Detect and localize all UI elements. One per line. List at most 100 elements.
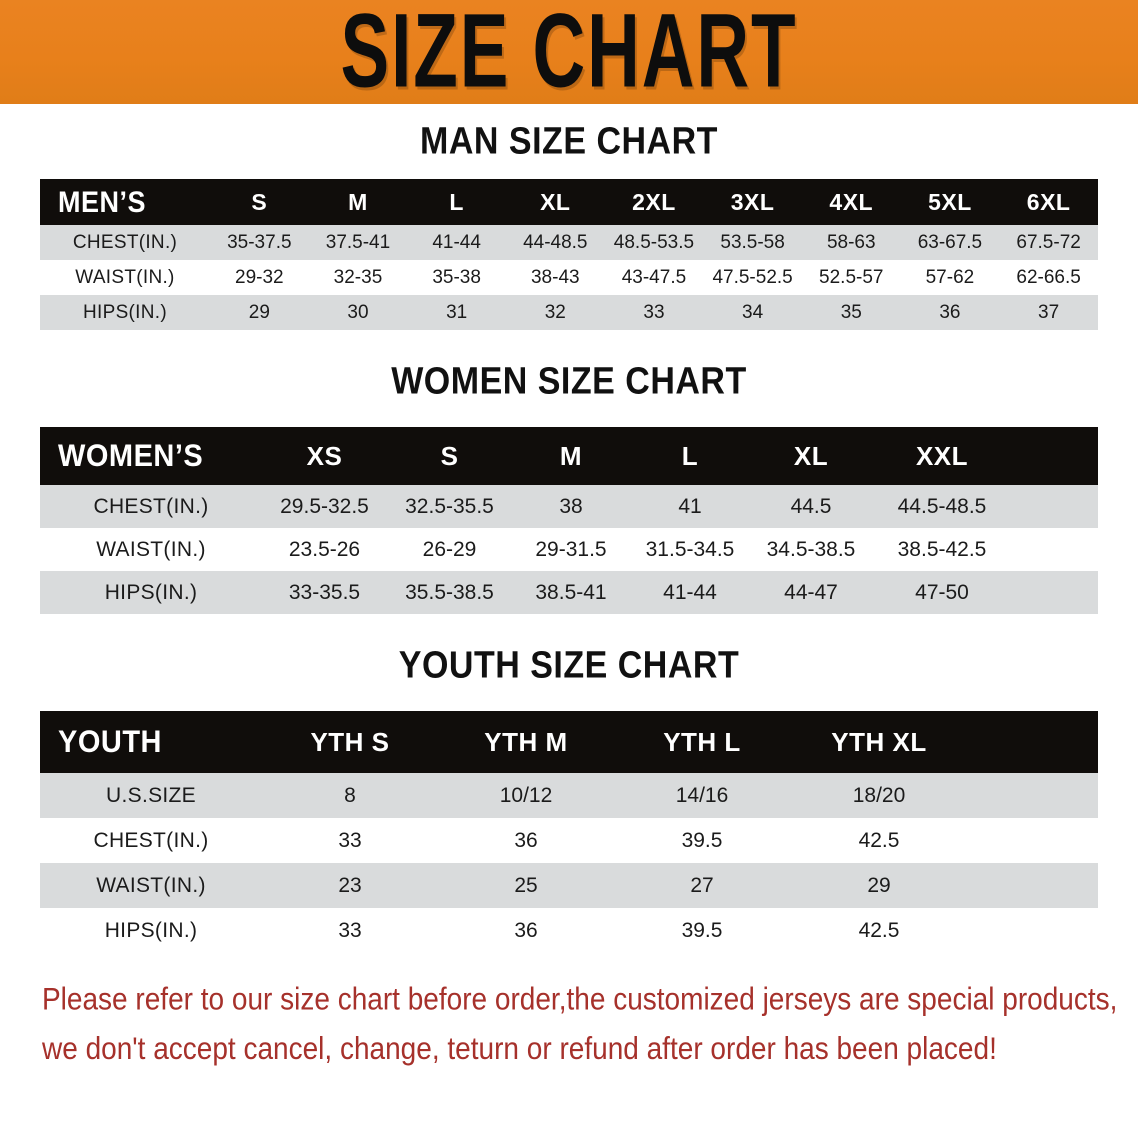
table-cell: 39.5 (681, 828, 723, 852)
table-cell: 10/12 (499, 783, 553, 807)
table-cell: 57-62 (925, 266, 975, 288)
women-chart-block: WOMEN’S XS S M L XL XXL CHEST(IN.) 29.5-… (0, 427, 1138, 614)
youth-row-label-waist: WAIST(IN.) (96, 873, 206, 897)
youth-col-s: YTH S (310, 726, 390, 757)
men-row-label-waist: WAIST(IN.) (75, 266, 175, 288)
women-size-table: WOMEN’S XS S M L XL XXL CHEST(IN.) 29.5-… (40, 427, 1098, 614)
table-cell: 44-47 (784, 580, 838, 604)
men-col-3xl: 3XL (730, 188, 775, 215)
table-row: U.S.SIZE 8 10/12 14/16 18/20 (40, 773, 1098, 818)
women-col-spacer (1012, 427, 1098, 485)
table-cell: 53.5-58 (720, 231, 785, 253)
women-table-body: CHEST(IN.) 29.5-32.5 32.5-35.5 38 41 44.… (40, 485, 1098, 614)
youth-col-l: YTH L (663, 726, 741, 757)
table-cell: 47-50 (915, 580, 969, 604)
table-cell: 33-35.5 (288, 580, 361, 604)
table-cell-spacer (1012, 571, 1098, 614)
table-cell: 25 (514, 873, 538, 897)
table-cell-spacer (968, 908, 1098, 953)
table-cell: 44-48.5 (523, 231, 588, 253)
table-cell: 43-47.5 (621, 266, 687, 288)
disclaimer-line-2: we don't accept cancel, change, teturn o… (42, 1031, 997, 1066)
youth-col-m: YTH M (484, 726, 568, 757)
table-cell: 39.5 (681, 918, 723, 942)
table-cell: 58-63 (826, 231, 876, 253)
men-chart-block: MEN’S S M L XL 2XL 3XL 4XL 5XL 6XL CHEST… (0, 179, 1138, 330)
spacer (0, 953, 1138, 975)
table-cell: 44.5 (790, 494, 832, 518)
youth-section-heading: YOUTH SIZE CHART (398, 643, 740, 687)
table-row: HIPS(IN.) 33 36 39.5 42.5 (40, 908, 1098, 953)
table-cell: 26-29 (422, 537, 477, 561)
table-cell: 62-66.5 (1016, 266, 1081, 288)
table-cell: 23.5-26 (288, 537, 361, 561)
women-header-row: WOMEN’S XS S M L XL XXL (40, 427, 1098, 485)
youth-row-label-chest: CHEST(IN.) (93, 828, 209, 852)
table-cell: 44.5-48.5 (897, 494, 987, 518)
table-row: WAIST(IN.) 23.5-26 26-29 29-31.5 31.5-34… (40, 528, 1098, 571)
table-cell: 8 (344, 783, 356, 807)
men-col-2xl: 2XL (632, 188, 676, 215)
women-row-label-hips: HIPS(IN.) (104, 580, 198, 604)
table-cell: 18/20 (852, 783, 906, 807)
table-cell: 32.5-35.5 (405, 494, 494, 518)
men-section-heading: MAN SIZE CHART (420, 119, 718, 163)
men-table-body: CHEST(IN.) 35-37.5 37.5-41 41-44 44-48.5… (40, 225, 1098, 330)
men-header-row: MEN’S S M L XL 2XL 3XL 4XL 5XL 6XL (40, 179, 1098, 225)
table-row: HIPS(IN.) 33-35.5 35.5-38.5 38.5-41 41-4… (40, 571, 1098, 614)
youth-row-label-ussize: U.S.SIZE (106, 783, 196, 807)
table-cell: 37.5-41 (325, 231, 391, 253)
table-cell: 23 (338, 873, 362, 897)
men-col-s: S (251, 188, 268, 215)
table-row: HIPS(IN.) 29 30 31 32 33 34 35 36 37 (40, 295, 1098, 330)
youth-header-row: YOUTH YTH S YTH M YTH L YTH XL (40, 711, 1098, 773)
table-cell: 35-38 (432, 266, 481, 288)
table-cell: 29-32 (235, 266, 284, 288)
table-cell: 33 (338, 918, 362, 942)
women-col-m: M (559, 440, 583, 471)
spacer (0, 614, 1138, 646)
youth-size-table: YOUTH YTH S YTH M YTH L YTH XL U.S.SIZE … (40, 711, 1098, 953)
table-cell: 42.5 (858, 828, 900, 852)
men-row-label-hips: HIPS(IN.) (83, 301, 167, 323)
youth-corner-header: YOUTH (58, 723, 162, 760)
women-col-xxl: XXL (915, 440, 969, 471)
table-cell: 32 (544, 301, 566, 323)
men-table-head: MEN’S S M L XL 2XL 3XL 4XL 5XL 6XL (40, 179, 1098, 225)
men-col-xl: XL (540, 188, 571, 215)
table-cell: 42.5 (858, 918, 900, 942)
women-col-l: L (681, 440, 699, 471)
table-cell: 41 (678, 494, 702, 518)
youth-chart-block: YOUTH YTH S YTH M YTH L YTH XL U.S.SIZE … (0, 711, 1138, 953)
table-cell: 67.5-72 (1016, 231, 1081, 253)
table-cell: 52.5-57 (819, 266, 884, 288)
women-col-xs: XS (306, 440, 343, 471)
table-cell: 31.5-34.5 (645, 537, 735, 561)
youth-row-label-hips: HIPS(IN.) (104, 918, 198, 942)
men-col-5xl: 5XL (928, 188, 972, 215)
spacer (0, 401, 1138, 427)
table-cell: 37 (1038, 301, 1060, 323)
table-cell: 30 (347, 301, 369, 323)
disclaimer-line-1: Please refer to our size chart before or… (42, 981, 1118, 1017)
women-col-xl: XL (793, 440, 829, 471)
table-cell: 36 (939, 301, 961, 323)
table-cell: 36 (514, 828, 538, 852)
table-cell: 35 (840, 301, 862, 323)
women-section-heading: WOMEN SIZE CHART (391, 359, 747, 403)
men-col-m: M (348, 188, 368, 215)
table-cell: 27 (690, 873, 714, 897)
table-cell: 35-37.5 (227, 231, 292, 253)
table-cell: 33 (643, 301, 665, 323)
men-corner-header: MEN’S (58, 184, 147, 218)
table-row: CHEST(IN.) 29.5-32.5 32.5-35.5 38 41 44.… (40, 485, 1098, 528)
table-cell-spacer (968, 773, 1098, 818)
table-cell: 38-43 (530, 266, 580, 288)
women-col-s: S (440, 440, 459, 471)
women-corner-header: WOMEN’S (58, 437, 204, 474)
table-cell: 33 (338, 828, 362, 852)
women-table-head: WOMEN’S XS S M L XL XXL (40, 427, 1098, 485)
men-col-6xl: 6XL (1026, 188, 1071, 215)
table-cell: 41-44 (663, 580, 717, 604)
